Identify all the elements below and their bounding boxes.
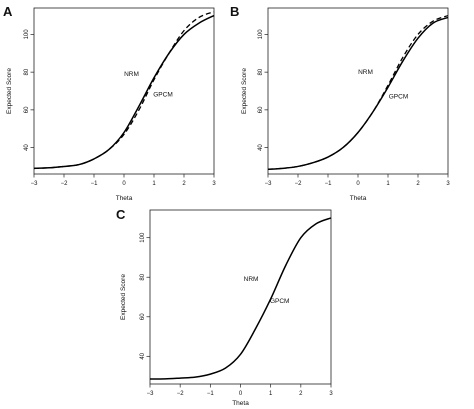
x-tick-label: −3 bbox=[147, 391, 155, 397]
x-tick-label: 0 bbox=[356, 181, 360, 187]
x-tick-label: 1 bbox=[269, 391, 273, 397]
x-tick-label: −2 bbox=[177, 391, 185, 397]
y-tick-label: 40 bbox=[140, 352, 146, 359]
x-tick-label: 2 bbox=[416, 181, 420, 187]
curve-label-gpcm: GPCM bbox=[270, 298, 290, 305]
curve-label-nrm: NRM bbox=[244, 276, 259, 283]
plot-frame bbox=[33, 7, 215, 175]
y-axis-title: Expected Score bbox=[241, 68, 248, 114]
x-tick-label: 3 bbox=[212, 181, 216, 187]
plot-frame bbox=[149, 209, 332, 385]
y-tick-label: 40 bbox=[24, 144, 30, 151]
x-tick-label: 1 bbox=[152, 181, 156, 187]
x-tick-label: −1 bbox=[207, 391, 215, 397]
y-tick-label: 80 bbox=[24, 68, 30, 75]
plot-frame bbox=[267, 7, 449, 175]
x-tick-label: 3 bbox=[329, 391, 333, 397]
chart-panel-a: −3 −2 −1 0 1 2 3 40 60 80 100 Theta Expected Score A N… bbox=[3, 4, 216, 202]
y-tick-label: 100 bbox=[24, 29, 30, 40]
x-tick-label: −1 bbox=[325, 181, 333, 187]
curve-label-nrm: NRM bbox=[358, 69, 373, 76]
y-tick-label: 100 bbox=[140, 232, 146, 243]
y-tick-label: 80 bbox=[140, 273, 146, 280]
y-tick-label: 60 bbox=[24, 106, 30, 113]
curve-label-gpcm: GPCM bbox=[153, 92, 173, 99]
x-tick-label: −1 bbox=[91, 181, 99, 187]
x-tick-label: 3 bbox=[446, 181, 450, 187]
x-tick-label: −2 bbox=[295, 181, 303, 187]
y-axis-title: Expected Score bbox=[6, 68, 13, 114]
x-tick-label: 2 bbox=[299, 391, 303, 397]
chart-panel-b: −3 −2 −1 0 1 2 3 40 60 80 100 Theta Expected Score B N… bbox=[230, 4, 450, 202]
x-tick-label: 2 bbox=[182, 181, 186, 187]
panel-label: C bbox=[116, 207, 126, 222]
series-line-dashed bbox=[267, 14, 449, 170]
series-line-dashed bbox=[33, 11, 215, 169]
series-line-solid bbox=[267, 16, 449, 171]
y-tick-label: 60 bbox=[140, 313, 146, 320]
curve-label-nrm: NRM bbox=[124, 71, 139, 78]
y-axis-title: Expected Score bbox=[120, 274, 127, 320]
series-line-solid bbox=[33, 14, 215, 170]
y-tick-label: 40 bbox=[258, 144, 264, 151]
x-axis-title: Theta bbox=[232, 400, 249, 407]
x-tick-label: −3 bbox=[265, 181, 273, 187]
y-tick-label: 60 bbox=[258, 106, 264, 113]
x-tick-label: 1 bbox=[386, 181, 390, 187]
panel-label: A bbox=[3, 4, 13, 19]
series-line-solid bbox=[149, 217, 332, 380]
y-tick-label: 100 bbox=[258, 29, 264, 40]
x-axis-title: Theta bbox=[116, 195, 133, 202]
x-tick-label: −3 bbox=[31, 181, 39, 187]
x-axis-title: Theta bbox=[350, 195, 367, 202]
panel-label: B bbox=[230, 4, 239, 19]
x-tick-label: −2 bbox=[61, 181, 69, 187]
chart-panel-c: −3 −2 −1 0 1 2 3 40 60 80 100 Theta Expected Score C N… bbox=[116, 207, 333, 407]
x-tick-label: 0 bbox=[122, 181, 126, 187]
curve-label-gpcm: GPCM bbox=[389, 94, 409, 101]
x-tick-label: 0 bbox=[239, 391, 243, 397]
y-tick-label: 80 bbox=[258, 68, 264, 75]
